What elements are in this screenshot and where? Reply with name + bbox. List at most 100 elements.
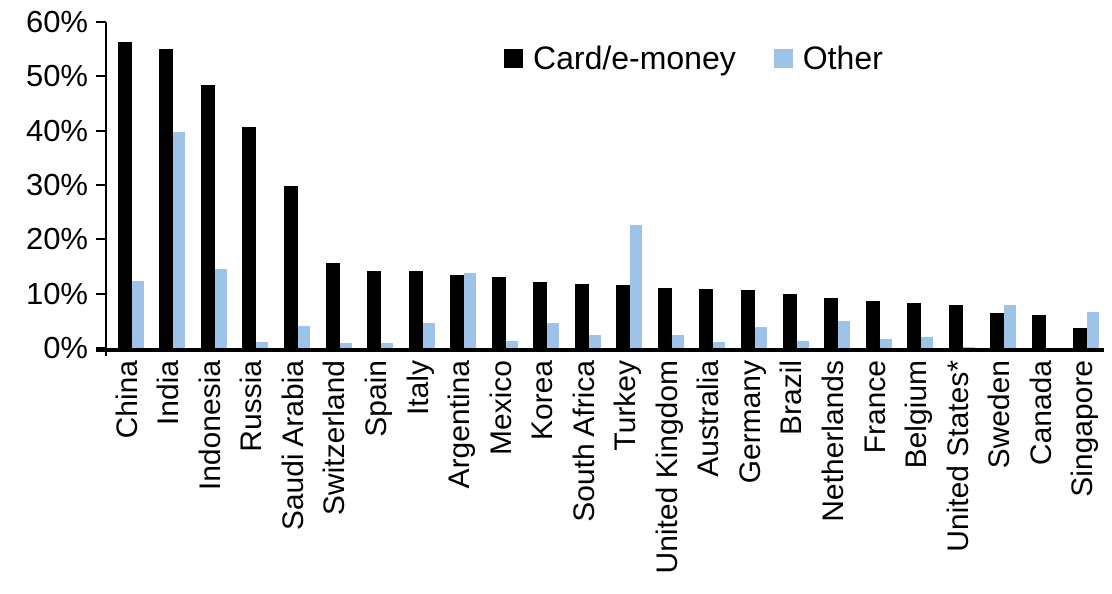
other-bar: [131, 281, 144, 348]
bar-group: [232, 22, 274, 348]
other-bar: [754, 327, 767, 348]
bar-group: [564, 22, 606, 348]
other-bar: [505, 341, 518, 348]
y-tick-label: 60%: [25, 4, 88, 39]
card-emoney-bar: [1073, 328, 1088, 348]
bar-pair: [616, 225, 643, 348]
card-emoney-bar: [367, 271, 382, 348]
x-category-label: Argentina: [443, 360, 477, 489]
legend-item-other: Other: [773, 40, 883, 77]
x-category-label: United Kingdom: [650, 360, 684, 574]
y-tick-label: 50%: [25, 58, 88, 94]
bar-group: [772, 22, 814, 348]
bar-pair: [242, 127, 269, 348]
other-bar: [339, 343, 352, 348]
bar-group: [439, 22, 481, 348]
x-category-label: Sweden: [983, 360, 1017, 469]
bar-pair: [367, 271, 394, 348]
other-bar: [297, 326, 310, 348]
other-bar: [588, 335, 601, 348]
x-category-label: Belgium: [900, 360, 934, 469]
y-tick-label: 30%: [25, 167, 88, 202]
bar-pair: [1073, 312, 1100, 348]
bar-pair: [1031, 315, 1058, 348]
bar-pair: [782, 294, 809, 348]
bar-pair: [491, 277, 518, 348]
card-emoney-bar: [782, 294, 797, 348]
card-emoney-bar: [865, 301, 880, 348]
bar-group: [149, 22, 191, 348]
bar-group: [979, 22, 1021, 348]
bar-group: [1063, 22, 1105, 348]
bar-group: [481, 22, 523, 348]
other-bar: [256, 342, 269, 348]
card-emoney-bar: [408, 271, 423, 348]
other-bar: [173, 132, 186, 348]
card-emoney-bar: [1031, 315, 1046, 348]
other-bar: [464, 273, 477, 348]
bar-pair: [740, 290, 767, 348]
card-emoney-bar: [283, 186, 298, 348]
bar-pair: [408, 271, 435, 348]
y-tick-label: 0%: [43, 330, 88, 365]
card-emoney-bar: [824, 298, 839, 348]
other-bar: [1087, 312, 1100, 348]
bar-group: [730, 22, 772, 348]
bar-pair: [117, 42, 144, 348]
bar-pair: [824, 298, 851, 348]
x-category-label: United States*: [941, 360, 975, 552]
card-emoney-bar: [907, 303, 922, 348]
legend: Card/e-money Other: [504, 40, 883, 77]
bar-pair: [283, 186, 310, 348]
y-tick-label: 40%: [25, 112, 88, 148]
x-category-label: Germany: [733, 360, 767, 484]
x-category-label: Brazil: [775, 360, 809, 436]
bar-group: [938, 22, 980, 348]
bar-group: [813, 22, 855, 348]
bar-pair: [907, 303, 934, 348]
plot-area: [107, 22, 1104, 348]
bar-group: [356, 22, 398, 348]
y-tick-mark: [96, 238, 106, 241]
other-bar: [879, 339, 892, 348]
card-emoney-bar: [117, 42, 132, 348]
x-category-label: France: [858, 360, 892, 454]
other-bar: [630, 225, 643, 348]
bar-group: [855, 22, 897, 348]
bar-pair: [865, 301, 892, 348]
bar-pair: [533, 282, 560, 348]
other-bar: [422, 323, 435, 348]
bar-group: [689, 22, 731, 348]
x-category-label: China: [110, 360, 144, 439]
x-category-label: South Africa: [567, 360, 601, 522]
legend-item-card: Card/e-money: [504, 40, 736, 77]
other-bar: [1004, 305, 1017, 348]
bar-pair: [990, 305, 1017, 348]
x-category-label: Australia: [692, 360, 726, 477]
y-tick-mark: [96, 75, 106, 78]
bar-pair: [325, 263, 352, 348]
card-emoney-bar: [740, 290, 755, 348]
bar-pair: [699, 289, 726, 348]
y-tick-mark: [96, 21, 106, 23]
x-category-label: Italy: [401, 360, 435, 416]
y-tick-label: 20%: [25, 221, 88, 257]
bar-pair: [657, 288, 684, 348]
card-emoney-bar: [491, 277, 506, 348]
y-axis-line: [105, 22, 107, 356]
other-bar: [796, 341, 809, 348]
card-emoney-bar: [616, 285, 631, 348]
bar-group: [647, 22, 689, 348]
bar-group: [273, 22, 315, 348]
other-bar: [921, 337, 934, 348]
x-category-label: Canada: [1024, 360, 1058, 466]
card-emoney-bar: [574, 284, 589, 348]
x-category-label: Netherlands: [816, 360, 850, 522]
bar-group: [315, 22, 357, 348]
other-bar: [713, 342, 726, 348]
legend-swatch-card: [504, 49, 523, 68]
other-bar: [214, 269, 227, 348]
x-category-label: Spain: [360, 360, 394, 437]
card-emoney-bar: [325, 263, 340, 348]
